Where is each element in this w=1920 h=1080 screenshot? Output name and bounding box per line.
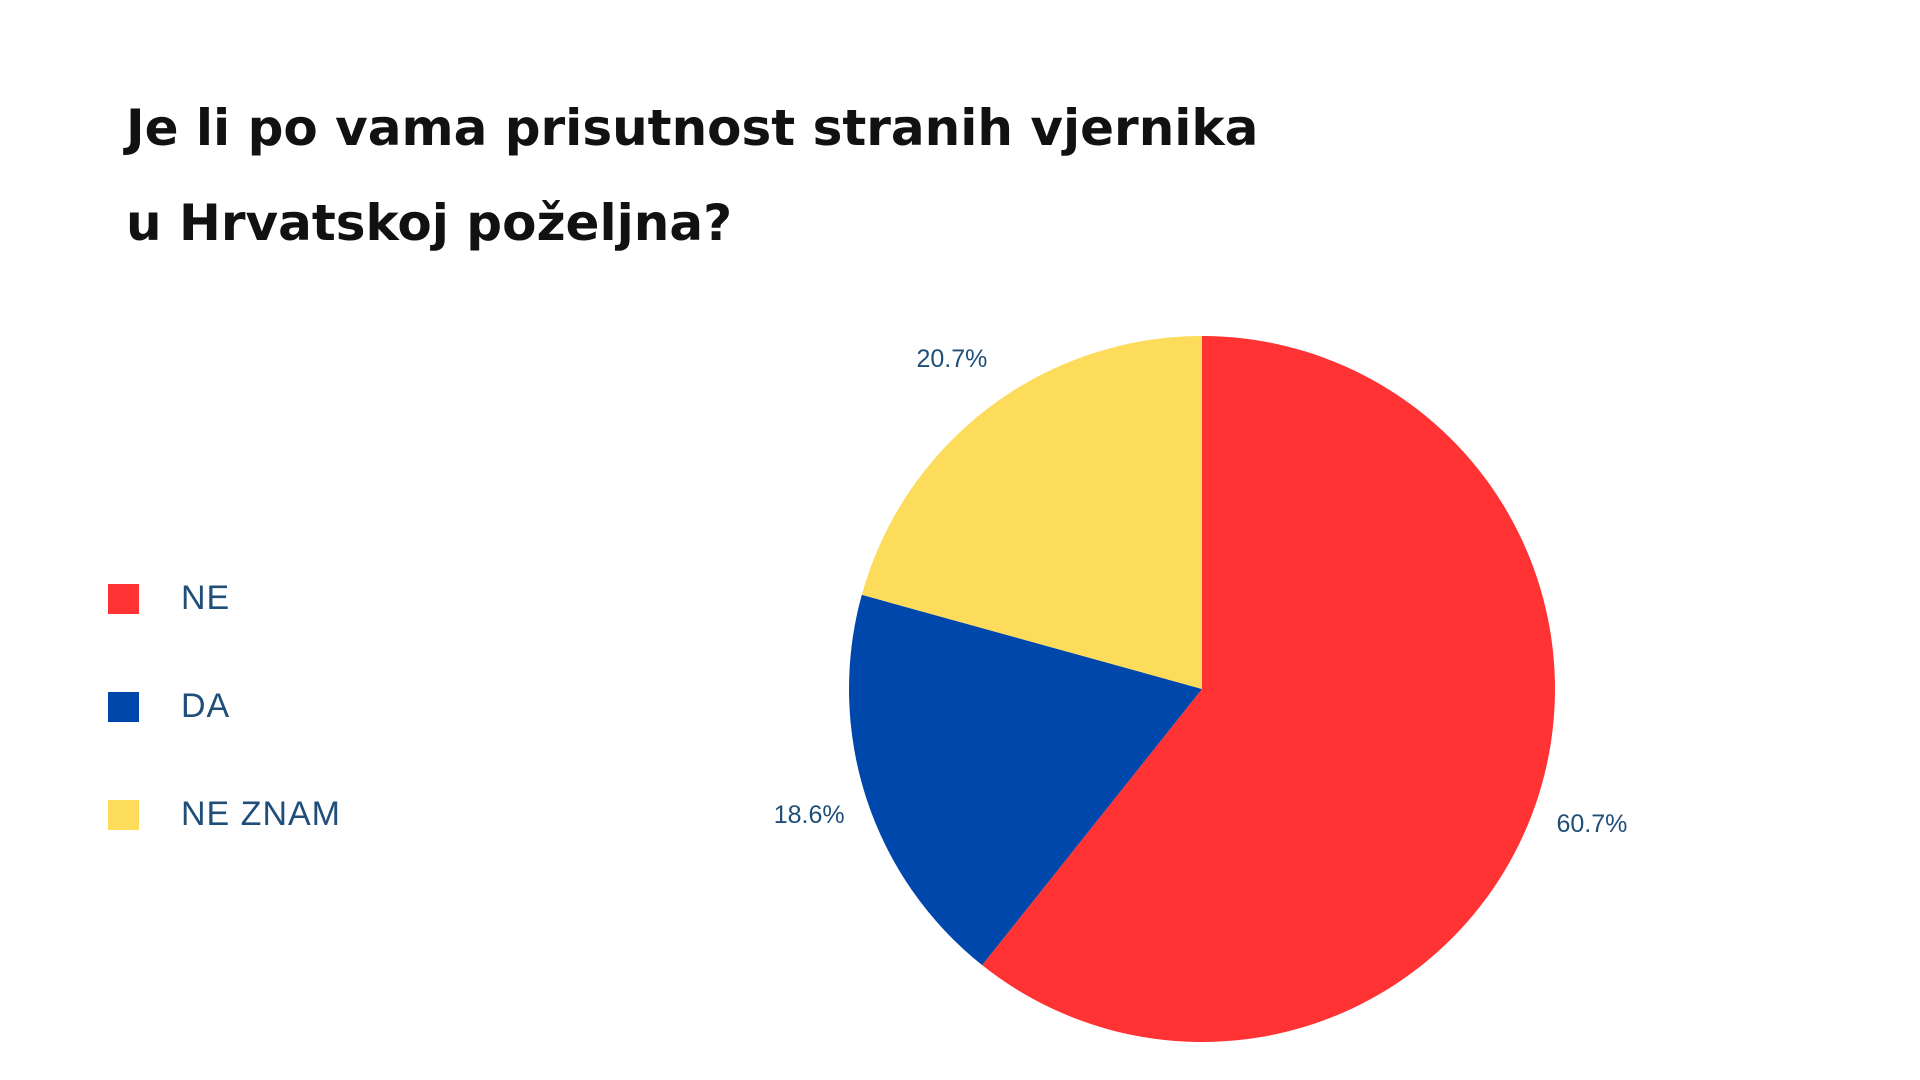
legend-swatch [108,692,139,722]
pie-slice [848,594,1202,966]
legend-swatch [108,800,139,830]
value-label: 18.6% [774,801,845,829]
legend-swatch [108,584,139,614]
value-label: 20.7% [917,345,988,373]
chart-title: u Hrvatskoj poželjna? [126,194,732,252]
chart-title: Je li po vama prisutnost stranih vjernik… [123,99,1258,157]
legend-label: NE [181,579,230,617]
legend-label: NE ZNAM [181,795,341,833]
legend-label: DA [181,687,230,725]
value-label: 60.7% [1556,810,1627,838]
pie-slice [861,336,1202,689]
pie-slice [982,336,1555,1042]
